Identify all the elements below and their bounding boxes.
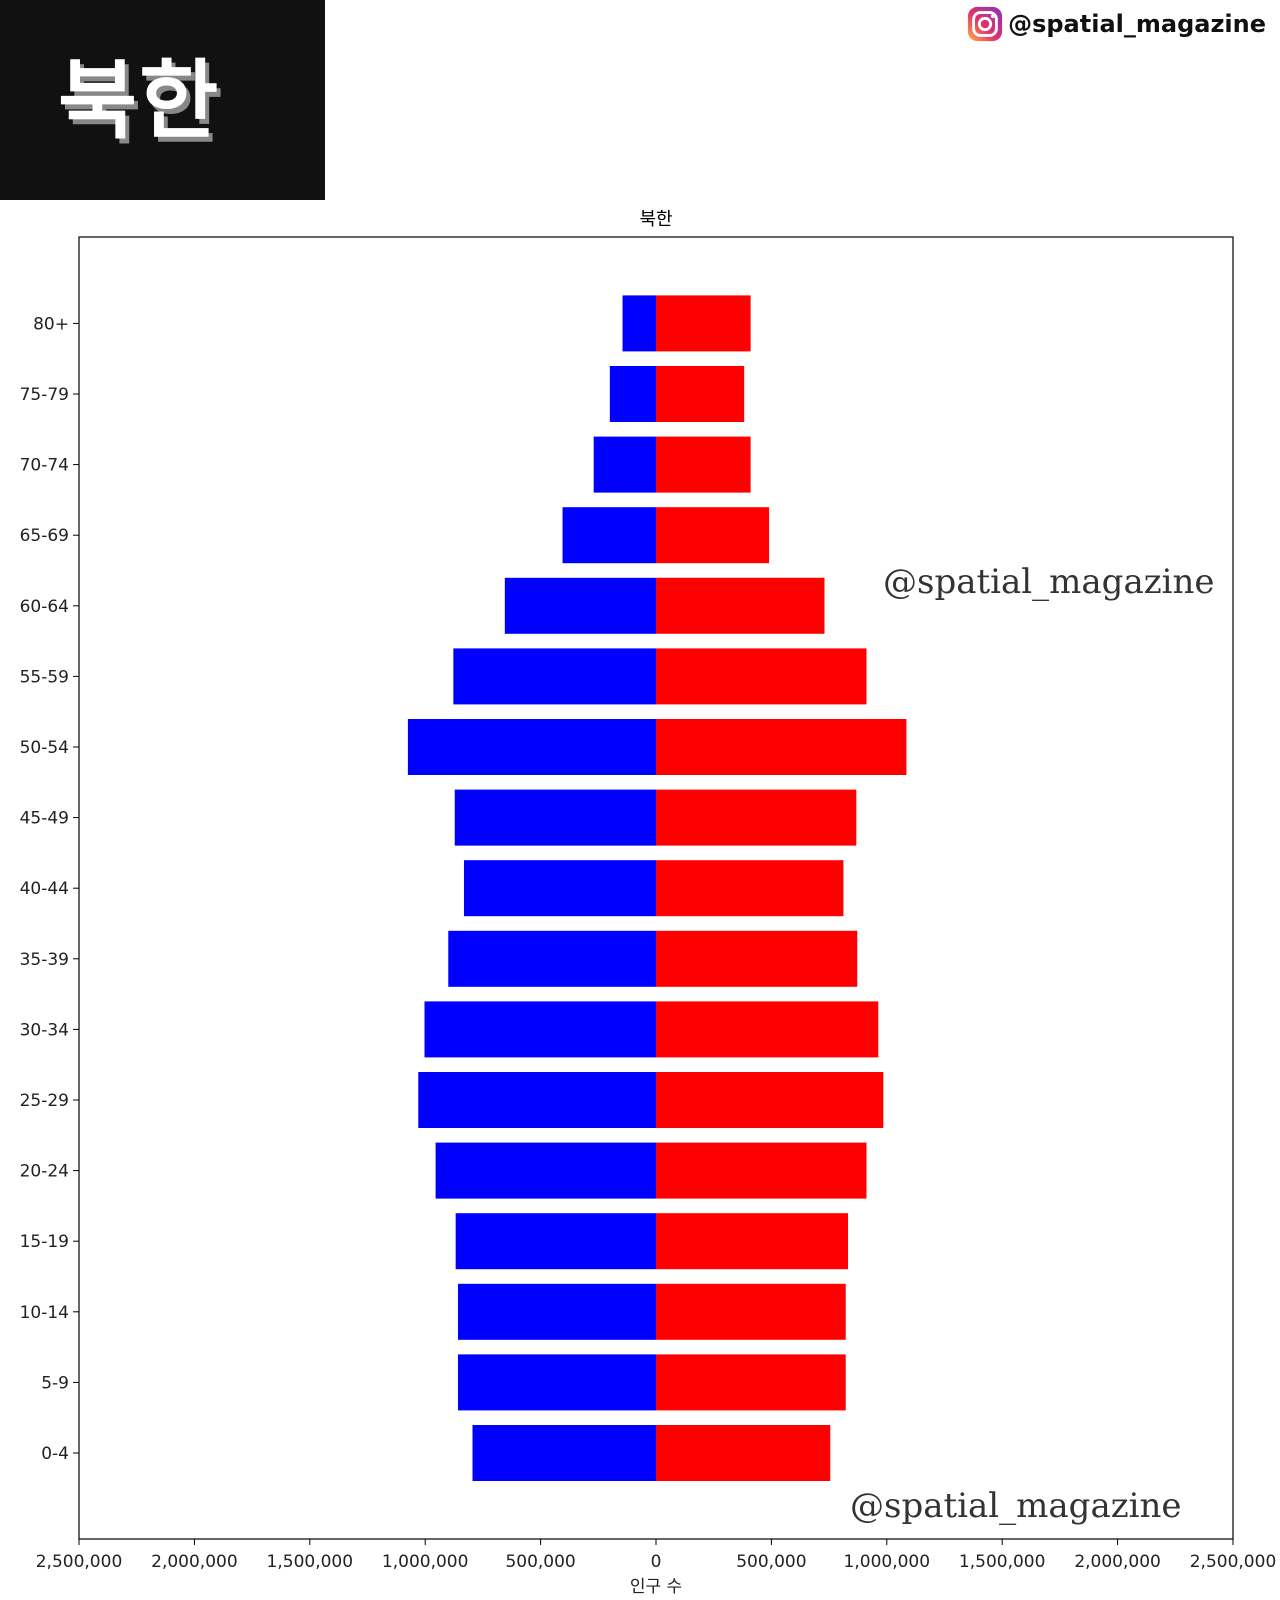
bar-right-65-69 [656,507,770,564]
x-tick-label: 2,000,000 [1074,1552,1161,1572]
bar-right-75-79 [656,366,745,422]
bar-right-35-39 [656,930,858,987]
bar-left-55-59 [453,648,656,705]
title-block: 북한 [0,0,325,200]
y-tick-label: 10-14 [20,1303,69,1323]
y-tick-label: 75-79 [20,385,69,405]
x-axis-label: 인구 수 [630,1577,682,1597]
bar-left-15-19 [455,1213,656,1270]
bar-right-50-54 [656,719,907,775]
bar-left-40-44 [463,860,656,917]
y-tick-label: 70-74 [20,456,69,476]
bar-left-80+ [622,295,656,352]
x-tick-label: 500,000 [736,1552,806,1572]
y-tick-label: 25-29 [20,1091,69,1111]
bar-left-25-29 [418,1072,656,1128]
y-tick-label: 30-34 [20,1020,69,1040]
y-tick-label: 0-4 [41,1444,69,1464]
x-tick-label: 1,500,000 [267,1552,354,1572]
bar-right-45-49 [656,789,857,846]
bar-right-40-44 [656,860,844,917]
y-tick-label: 35-39 [20,950,69,970]
y-tick-label: 60-64 [20,597,69,617]
instagram-icon [967,6,1003,42]
bar-right-10-14 [656,1283,846,1340]
bar-left-70-74 [593,436,656,493]
bar-left-5-9 [457,1354,656,1411]
bar-left-35-39 [448,930,656,987]
bar-left-30-34 [424,1001,656,1058]
bar-right-5-9 [656,1354,846,1411]
x-tick-label: 1,000,000 [844,1552,931,1572]
bar-right-0-4 [656,1425,831,1481]
page-title: 북한 [58,51,221,151]
bar-left-75-79 [609,366,656,422]
bar-left-0-4 [472,1425,656,1481]
y-tick-label: 15-19 [20,1232,69,1252]
bar-right-55-59 [656,648,867,705]
y-tick-label: 40-44 [20,879,69,899]
chart-title: 북한 [639,209,672,230]
bar-right-60-64 [656,577,825,634]
handle-text: @spatial_magazine [1008,10,1266,38]
watermark: @spatial_magazine [883,562,1215,602]
y-tick-label: 45-49 [20,809,69,829]
y-tick-label: 50-54 [20,738,69,758]
population-pyramid-chart: 북한 0-4 5-9 10-14 15-19 20-24 25-29 30-34 35-39 40… [20,209,1277,1597]
x-tick-label: 2,500,000 [1190,1552,1277,1572]
watermark: @spatial_magazine [850,1486,1182,1526]
bar-right-25-29 [656,1072,884,1128]
bar-right-30-34 [656,1001,879,1058]
bar-right-80+ [656,295,751,352]
bar-left-20-24 [435,1142,656,1199]
y-tick-label: 20-24 [20,1162,69,1182]
x-tick-label: 1,500,000 [959,1552,1046,1572]
bar-left-45-49 [454,789,656,846]
bar-left-50-54 [407,719,656,775]
y-tick-label: 65-69 [20,526,69,546]
bar-left-60-64 [504,577,656,634]
x-tick-label: 500,000 [505,1552,575,1572]
x-tick-label: 1,000,000 [382,1552,469,1572]
instagram-handle[interactable]: @spatial_magazine [966,4,1266,44]
bar-right-20-24 [656,1142,867,1199]
x-tick-label: 2,500,000 [36,1552,123,1572]
x-tick-label: 0 [651,1552,662,1572]
bar-left-10-14 [457,1283,656,1340]
y-tick-label: 80+ [33,314,69,334]
y-tick-label: 55-59 [20,667,69,687]
bar-left-65-69 [562,507,656,564]
y-tick-label: 5-9 [41,1373,69,1393]
bar-right-15-19 [656,1213,849,1270]
bar-right-70-74 [656,436,751,493]
x-tick-label: 2,000,000 [151,1552,238,1572]
